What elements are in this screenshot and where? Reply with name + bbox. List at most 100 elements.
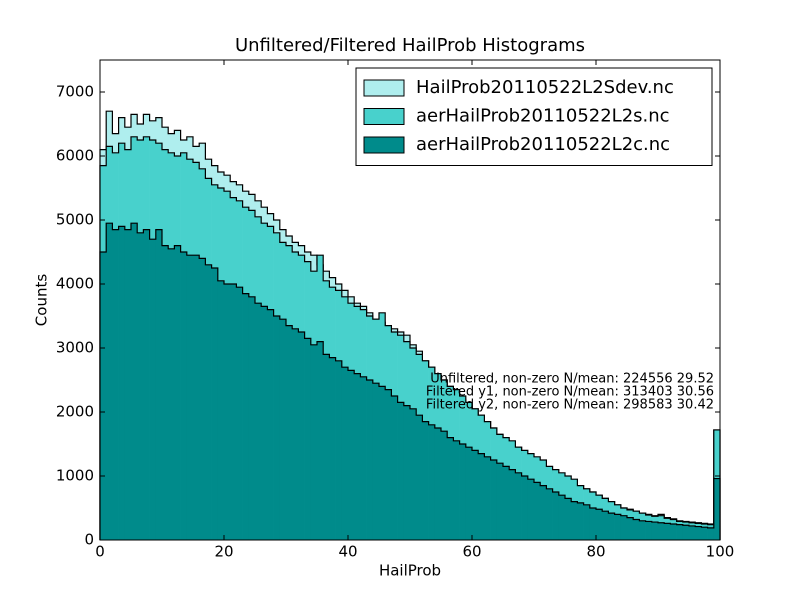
histogram-bar <box>193 255 200 540</box>
histogram-bar <box>676 524 684 540</box>
y-tick-label: 0 <box>84 531 94 549</box>
histogram-bar <box>298 332 305 540</box>
histogram-bar <box>670 524 677 540</box>
y-tick-label: 2000 <box>56 403 94 421</box>
histogram-bar <box>658 522 665 540</box>
histogram-bar <box>379 386 386 540</box>
legend-label: aerHailProb20110522L2c.nc <box>416 134 670 155</box>
histogram-bar <box>360 376 367 540</box>
histogram-bar <box>286 325 293 540</box>
histogram-bar <box>682 525 690 540</box>
histogram-bar <box>465 447 473 540</box>
histogram-bar <box>645 521 653 540</box>
histogram-bar <box>310 344 318 540</box>
histogram-bar <box>546 488 553 540</box>
histogram-bar <box>410 408 417 540</box>
histogram-bar <box>391 396 398 540</box>
histogram-bar <box>639 520 646 540</box>
histogram-bar <box>565 498 572 540</box>
histogram-bar <box>527 479 535 540</box>
histogram-bar <box>162 245 169 540</box>
histogram-bar <box>174 245 181 540</box>
x-tick-label: 80 <box>586 543 605 561</box>
histogram-bar <box>106 223 113 540</box>
histogram-bar <box>205 264 212 540</box>
histogram-bar <box>372 383 380 540</box>
legend-label: HailProb20110522L2Sdev.nc <box>416 77 674 98</box>
histogram-bar <box>701 527 708 540</box>
histogram-bar <box>329 357 336 540</box>
histogram-bar <box>503 466 510 540</box>
histogram-bar <box>317 341 324 540</box>
histogram-bar <box>255 303 262 540</box>
histogram-bar <box>186 255 194 540</box>
step-outline <box>99 136 721 540</box>
legend-box <box>355 67 713 166</box>
histogram-bar <box>478 453 485 540</box>
histogram-bar <box>627 517 634 540</box>
legend-swatch <box>363 108 405 125</box>
histogram-bar <box>143 229 150 540</box>
histogram-bar <box>509 469 516 540</box>
histogram-bar <box>484 456 491 540</box>
histogram-bar <box>155 229 163 540</box>
y-tick-label: 6000 <box>56 147 94 165</box>
x-tick-label: 0 <box>95 543 105 561</box>
histogram-bar <box>434 428 442 540</box>
histogram-bar <box>180 252 188 540</box>
chart-title: Unfiltered/Filtered HailProb Histograms <box>235 35 585 56</box>
histogram-bar <box>608 513 615 540</box>
histogram-bar <box>459 444 467 540</box>
histogram-bar <box>651 522 659 540</box>
histogram-bar <box>540 485 547 540</box>
x-tick-label: 60 <box>462 543 481 561</box>
histogram-bar <box>323 354 330 540</box>
histogram-bar <box>496 463 504 540</box>
y-tick-label: 3000 <box>56 339 94 357</box>
y-tick-label: 1000 <box>56 467 94 485</box>
histogram-bar <box>224 284 231 540</box>
plot-frame <box>99 59 721 541</box>
histogram-bar <box>403 405 411 540</box>
histogram-bar <box>552 492 560 540</box>
histogram-bar <box>292 328 299 540</box>
histogram-bar <box>397 402 405 540</box>
histogram-bar <box>267 309 274 540</box>
histogram-bar <box>131 223 138 540</box>
histogram-bar <box>118 226 126 540</box>
histogram-bar <box>168 248 175 541</box>
x-axis-label: HailProb <box>379 562 441 580</box>
histogram-bar <box>385 389 392 540</box>
histogram-bar <box>664 523 671 540</box>
histogram-bar <box>100 252 107 540</box>
series <box>99 222 721 541</box>
histogram-bar <box>620 515 628 540</box>
histogram-bar <box>515 472 522 540</box>
histogram-bar <box>124 229 132 540</box>
histogram-bar <box>602 511 609 540</box>
annotation: Filtered y1, non-zero N/mean: 313403 30.… <box>426 385 714 400</box>
histogram-bar <box>236 287 243 540</box>
histogram-bar <box>707 527 715 540</box>
histogram-bar <box>428 424 436 540</box>
annotation: Unfiltered, non-zero N/mean: 224556 29.5… <box>430 372 714 387</box>
histogram-bar <box>366 380 374 540</box>
histogram-bar <box>589 508 597 540</box>
y-axis-label: Counts <box>33 274 51 327</box>
histogram-bar <box>558 495 566 540</box>
histogram-bar <box>273 316 281 540</box>
x-tick-label: 20 <box>214 543 233 561</box>
histogram-bar <box>230 284 237 540</box>
histogram-bar <box>447 437 454 540</box>
histogram-bar <box>577 502 584 540</box>
x-tick-label: 100 <box>706 543 735 561</box>
histogram-bar <box>633 519 640 540</box>
histogram-bar <box>199 258 206 540</box>
legend-label: aerHailProb20110522L2s.nc <box>416 106 670 127</box>
histogram-bar <box>348 370 355 540</box>
histogram-bar <box>441 431 448 540</box>
y-tick-label: 4000 <box>56 275 94 293</box>
histogram-bar <box>422 421 429 540</box>
